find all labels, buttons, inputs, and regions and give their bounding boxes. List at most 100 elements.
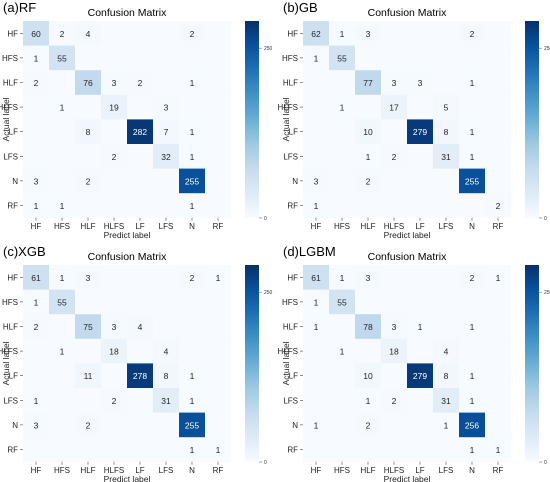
cell-value-label: 255 [185,420,199,430]
heatmap-cell [407,338,434,364]
heatmap-cell [49,412,76,438]
heatmap-cell [101,119,128,145]
cell-value-label: 2 [86,176,91,186]
y-tick-label: LFS [3,396,18,405]
heatmap-cell [433,314,460,340]
y-tick-label: HFS [282,298,298,307]
heatmap-cell [153,119,180,145]
heatmap-cell [127,265,154,290]
chart-title: Confusion Matrix [88,251,168,263]
heatmap-cell [433,168,460,194]
heatmap-cell [433,388,460,413]
colorbar [525,265,539,462]
heatmap-cell [49,94,76,120]
cell-value-label: 1 [496,273,501,283]
x-tick-label: LFS [159,466,174,475]
heatmap-cell [49,193,76,219]
heatmap-cell [459,168,486,194]
heatmap-cell [303,363,330,389]
heatmap-cell [75,70,102,96]
cell-value-label: 2 [366,176,371,186]
heatmap-cell [127,193,154,219]
x-tick-label: HFS [54,222,70,231]
heatmap-cell [459,388,486,413]
heatmap-cell [355,193,382,219]
colorbar-tick-label: 0 [264,216,267,222]
heatmap-cell [127,144,154,169]
heatmap-cell [75,119,102,145]
y-tick-label: LFS [3,152,18,161]
cell-value-label: 2 [470,29,475,39]
heatmap-cell [75,388,102,413]
heatmap-cell [433,21,460,46]
y-tick-label: N [12,421,18,430]
cell-value-label: 3 [392,322,397,332]
heatmap-cell [407,363,434,389]
heatmap-cell [329,144,356,169]
heatmap-cell [205,314,232,340]
cell-value-label: 5 [444,103,449,113]
heatmap-cell [485,265,512,290]
heatmap-cell [485,437,512,463]
heatmap-cell [205,168,232,194]
heatmap-cell [205,338,232,364]
cell-value-label: 255 [185,176,199,186]
cell-value-label: 31 [441,396,451,406]
heatmap-cell [127,388,154,413]
heatmap-cell [127,45,154,71]
cell-value-label: 2 [112,152,117,162]
x-axis-label: Predict label [384,230,431,240]
chart-title: Confusion Matrix [88,7,168,19]
heatmap-cell [459,21,486,46]
cell-value-label: 1 [470,152,475,162]
heatmap-cell [355,363,382,389]
cell-value-label: 1 [216,445,221,455]
heatmap-cell [179,363,206,389]
heatmap-cell [485,289,512,315]
heatmap-cell [205,193,232,219]
heatmap-cell [485,168,512,194]
heatmap-cell [381,21,408,46]
heatmap-cell [205,265,232,290]
cell-value-label: 2 [34,322,39,332]
heatmap-cell [49,338,76,364]
heatmap-cell [303,412,330,438]
panel-label: (b)GB [283,0,318,15]
cell-value-label: 1 [190,78,195,88]
heatmap-cell [179,119,206,145]
heatmap-cell [407,70,434,96]
heatmap-cell [485,338,512,364]
heatmap-cell [205,144,232,169]
cell-value-label: 3 [366,273,371,283]
y-tick-label: N [292,421,298,430]
heatmap-cell [49,388,76,413]
cell-value-label: 1 [340,347,345,357]
heatmap-cell [205,388,232,413]
colorbar [525,21,539,218]
x-tick-label: HF [311,466,322,475]
heatmap-cell [205,119,232,145]
cell-value-label: 76 [83,78,93,88]
heatmap-cell [433,338,460,364]
heatmap-cell [329,338,356,364]
panel-label: (c)XGB [3,244,46,259]
x-tick-label: HFS [334,222,350,231]
heatmap-cell [75,289,102,315]
y-tick-label: RF [7,202,18,211]
y-tick-label: LF [9,128,18,137]
cell-value-label: 1 [470,78,475,88]
heatmap-cell [433,437,460,463]
heatmap-cell [381,70,408,96]
colorbar [245,265,259,462]
heatmap-cell [23,21,50,46]
heatmap-cell [127,314,154,340]
heatmap-cell [101,363,128,389]
heatmap-cell [153,45,180,71]
heatmap-cell [127,338,154,364]
cell-value-label: 60 [31,29,41,39]
heatmap-cell [355,168,382,194]
heatmap-cell [75,144,102,169]
heatmap-cell [101,338,128,364]
cell-value-label: 1 [60,103,65,113]
